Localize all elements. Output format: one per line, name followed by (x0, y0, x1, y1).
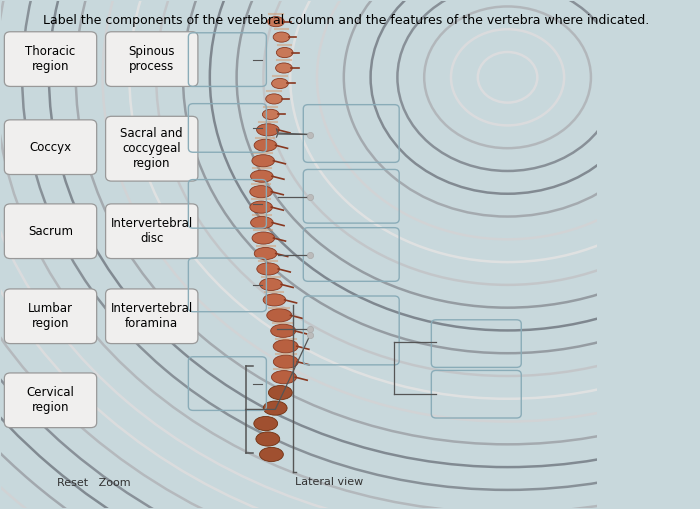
Ellipse shape (263, 294, 286, 306)
Text: Reset   Zoom: Reset Zoom (57, 478, 130, 488)
Ellipse shape (254, 416, 278, 431)
FancyBboxPatch shape (106, 204, 198, 259)
Ellipse shape (260, 447, 284, 462)
Ellipse shape (256, 432, 280, 446)
Ellipse shape (273, 32, 290, 42)
Ellipse shape (272, 371, 297, 384)
Text: Intervertebral
disc: Intervertebral disc (111, 217, 193, 245)
FancyBboxPatch shape (4, 32, 97, 87)
Ellipse shape (276, 63, 293, 73)
Ellipse shape (250, 201, 272, 213)
Ellipse shape (267, 309, 292, 322)
Text: Thoracic
region: Thoracic region (25, 45, 76, 73)
FancyBboxPatch shape (106, 289, 198, 344)
Ellipse shape (260, 278, 282, 291)
Text: Label the components of the vertebral column and the features of the vertebra wh: Label the components of the vertebral co… (43, 14, 650, 27)
Ellipse shape (254, 247, 277, 260)
Text: Sacral and
coccygeal
region: Sacral and coccygeal region (120, 127, 183, 170)
Ellipse shape (273, 355, 298, 369)
Ellipse shape (262, 109, 279, 120)
FancyBboxPatch shape (106, 32, 198, 87)
FancyBboxPatch shape (4, 289, 97, 344)
Text: Sacrum: Sacrum (28, 224, 73, 238)
FancyBboxPatch shape (4, 120, 97, 175)
Ellipse shape (266, 94, 282, 104)
Text: Spinous
process: Spinous process (129, 45, 175, 73)
Ellipse shape (272, 78, 288, 89)
Ellipse shape (252, 232, 274, 244)
FancyBboxPatch shape (4, 373, 97, 428)
FancyBboxPatch shape (4, 204, 97, 259)
Text: Coccyx: Coccyx (29, 140, 71, 154)
Text: Intervertebral
foramina: Intervertebral foramina (111, 302, 193, 330)
Text: Cervical
region: Cervical region (27, 386, 74, 414)
Ellipse shape (252, 155, 274, 167)
Ellipse shape (273, 340, 298, 353)
Ellipse shape (254, 139, 276, 151)
Ellipse shape (269, 385, 293, 400)
FancyBboxPatch shape (106, 116, 198, 181)
Ellipse shape (263, 401, 287, 415)
Ellipse shape (257, 124, 279, 136)
Ellipse shape (257, 263, 279, 275)
Text: Lumbar
region: Lumbar region (28, 302, 73, 330)
Ellipse shape (250, 186, 272, 198)
Ellipse shape (251, 216, 273, 229)
Ellipse shape (271, 324, 295, 337)
Ellipse shape (276, 47, 293, 58)
Ellipse shape (251, 170, 273, 182)
Ellipse shape (267, 17, 284, 26)
Text: Lateral view: Lateral view (295, 477, 363, 487)
